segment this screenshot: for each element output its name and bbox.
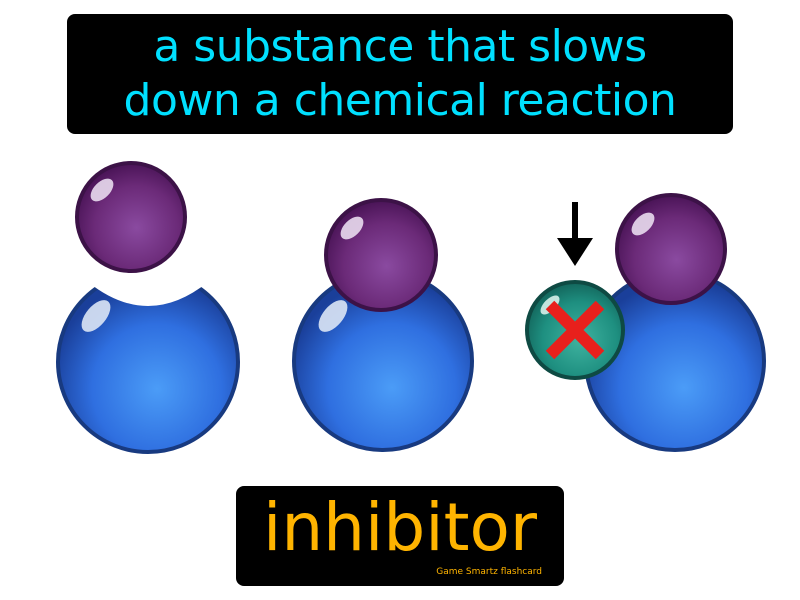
down-arrow-icon xyxy=(557,202,593,266)
brand-label: Game Smartz flashcard xyxy=(436,567,542,577)
enzyme-with-active-site xyxy=(56,260,240,454)
term-title: inhibitor xyxy=(263,489,537,566)
x-mark-icon xyxy=(545,300,605,360)
inhibited-enzyme xyxy=(584,193,766,452)
substrate-molecule xyxy=(75,161,187,273)
term-card: inhibitor Game Smartz flashcard xyxy=(236,486,564,586)
enzyme-substrate-complex xyxy=(292,198,474,452)
definition-line-2: down a chemical reaction xyxy=(123,75,677,126)
definition-line-1: a substance that slows xyxy=(153,21,647,72)
inhibitor-illustration xyxy=(56,161,766,454)
definition-card: a substance that slows down a chemical r… xyxy=(67,14,733,134)
